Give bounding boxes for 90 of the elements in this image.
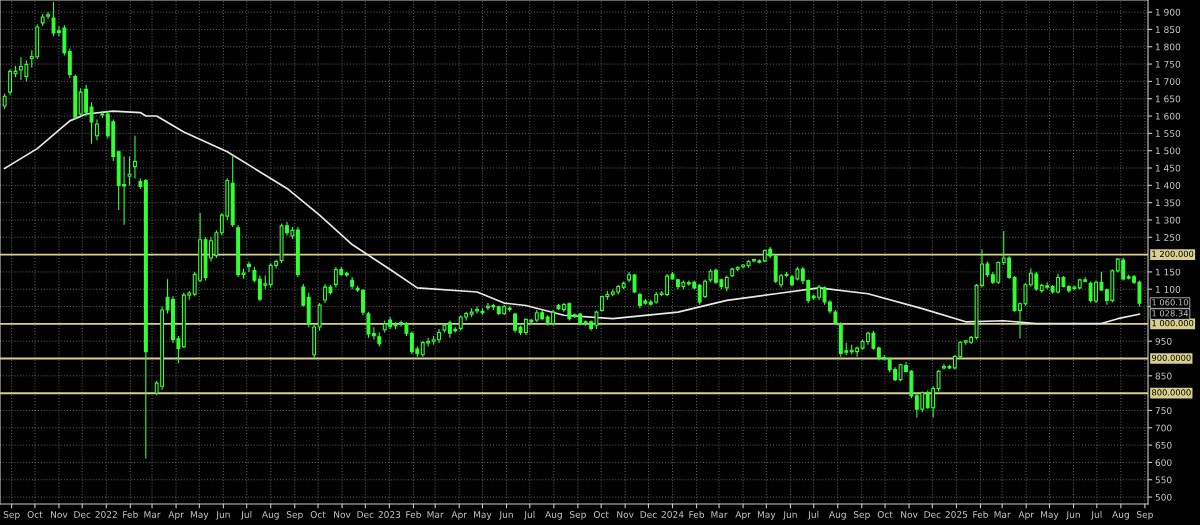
x-tick-label: May <box>474 511 492 520</box>
y-tick-label: 950 <box>1155 337 1172 345</box>
y-tick-label: 650 <box>1155 441 1172 449</box>
x-tick-label: Jun <box>215 511 230 520</box>
y-tick-label: 1 850 <box>1155 26 1181 33</box>
y-tick-label: 1 300 <box>1155 216 1181 224</box>
x-tick-label: Feb <box>973 510 988 518</box>
candlestick <box>95 118 99 141</box>
x-tick-label: Mar <box>144 511 161 518</box>
x-tick-label: May <box>190 511 209 520</box>
x-tick-label: Sep <box>3 511 20 520</box>
y-tick-label: 1 800 <box>1155 43 1181 51</box>
x-tick-label: Nov <box>334 511 351 518</box>
x-tick-label: Sep <box>569 511 586 520</box>
x-tick-label: Feb <box>689 510 705 518</box>
x-tick-label: Jun <box>499 511 513 520</box>
x-tick-label: Oct <box>593 511 609 518</box>
x-tick-label: Apr <box>451 511 468 520</box>
y-tick-label: 550 <box>1155 476 1172 484</box>
y-tick-label: 1 650 <box>1155 95 1181 103</box>
x-tick-label: Aug <box>828 511 846 520</box>
x-tick-label: Feb <box>123 510 138 518</box>
x-tick-label: Oct <box>310 511 326 518</box>
y-tick-label: 500 <box>1155 493 1172 501</box>
y-tick-label: 1 350 <box>1155 199 1181 207</box>
y-tick-label: 1 600 <box>1155 112 1181 120</box>
x-tick-label: Aug <box>261 511 279 520</box>
x-tick-label: Jul <box>1090 510 1102 520</box>
x-tick-label: Apr <box>168 511 184 520</box>
x-tick-label: Dec <box>357 511 374 518</box>
x-tick-label: Jul <box>523 510 535 520</box>
x-tick-label: 2023 <box>378 511 401 518</box>
y-tick-label: 1 750 <box>1155 60 1181 68</box>
candlestick <box>127 156 132 186</box>
x-tick-label: Jun <box>1066 511 1080 520</box>
x-tick-label: Aug <box>1112 511 1129 520</box>
x-tick-label: Nov <box>617 511 634 518</box>
x-tick-label: Mar <box>711 511 728 518</box>
ref-line-label: 1 000.000 <box>1152 319 1194 327</box>
candlestick <box>317 302 322 332</box>
x-tick-label: 2025 <box>945 511 968 518</box>
y-tick-label: 600 <box>1155 459 1172 466</box>
x-tick-label: May <box>757 511 776 520</box>
x-tick-label: Sep <box>853 511 870 520</box>
x-tick-label: Jun <box>782 511 797 520</box>
x-tick-label: 2024 <box>661 511 684 518</box>
x-tick-label: Feb <box>406 510 421 518</box>
x-tick-label: May <box>1041 511 1059 520</box>
candlestick <box>371 326 376 341</box>
x-tick-label: Nov <box>901 511 918 518</box>
x-tick-label: Aug <box>545 511 562 520</box>
x-tick-label: Dec <box>924 511 941 518</box>
candlestick <box>133 135 137 179</box>
y-tick-label: 1 900 <box>1155 8 1181 16</box>
candlestick <box>67 47 72 79</box>
y-tick-label: 1 250 <box>1155 234 1181 241</box>
candlestick <box>247 260 251 273</box>
x-tick-label: 2022 <box>95 511 117 518</box>
x-tick-label: Oct <box>27 511 43 518</box>
candlestick <box>366 311 371 339</box>
x-tick-label: Sep <box>1136 511 1153 520</box>
x-tick-label: Dec <box>74 511 91 518</box>
y-tick-label: 1 550 <box>1155 130 1181 137</box>
candlestick <box>301 283 306 308</box>
y-tick-label: 1 450 <box>1155 164 1181 172</box>
x-tick-label: Mar <box>994 511 1011 518</box>
line-series <box>3 110 1141 325</box>
y-tick-label: 1 100 <box>1155 285 1181 293</box>
x-tick-label: Nov <box>51 511 68 518</box>
y-tick-label: 1 150 <box>1155 268 1181 276</box>
ref-line-label: 1 200.000 <box>1152 250 1194 258</box>
y-tick-label: 1 700 <box>1155 78 1181 85</box>
annotation: 1 028.34 <box>1152 310 1189 317</box>
x-tick-label: Apr <box>1018 511 1035 520</box>
y-tick-label: 1 400 <box>1155 182 1181 189</box>
x-tick-label: Sep <box>286 511 303 520</box>
y-tick-label: 700 <box>1155 424 1172 432</box>
x-tick-label: Oct <box>877 511 893 518</box>
ref-line-label: 900.0000 <box>1151 354 1191 361</box>
y-tick-label: 850 <box>1155 372 1172 380</box>
x-tick-label: Apr <box>735 511 751 520</box>
y-tick-label: 1 500 <box>1155 147 1181 155</box>
annotation: 1 060.10 <box>1152 299 1188 306</box>
x-tick-label: Dec <box>640 511 657 518</box>
x-tick-label: Jul <box>240 510 252 520</box>
candlestick <box>936 369 941 392</box>
ref-line-label: 800.0000 <box>1152 389 1191 396</box>
x-tick-label: Mar <box>427 511 444 518</box>
x-tick-label: Jul <box>807 510 819 520</box>
y-tick-label: 750 <box>1155 407 1172 415</box>
